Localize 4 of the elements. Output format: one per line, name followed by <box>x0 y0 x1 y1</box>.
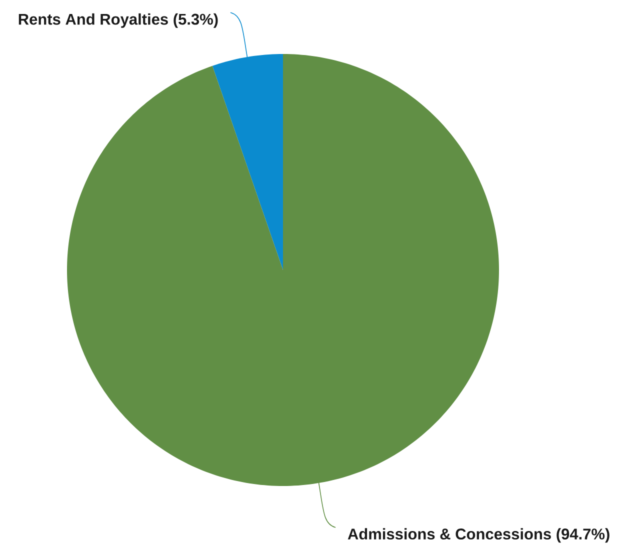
data-label: (94.7%) <box>556 528 610 543</box>
slice-label: Rents And Royalties <box>18 13 168 28</box>
data-label: (5.3%) <box>174 13 218 28</box>
slice-label: Admissions & Concessions <box>348 528 551 540</box>
